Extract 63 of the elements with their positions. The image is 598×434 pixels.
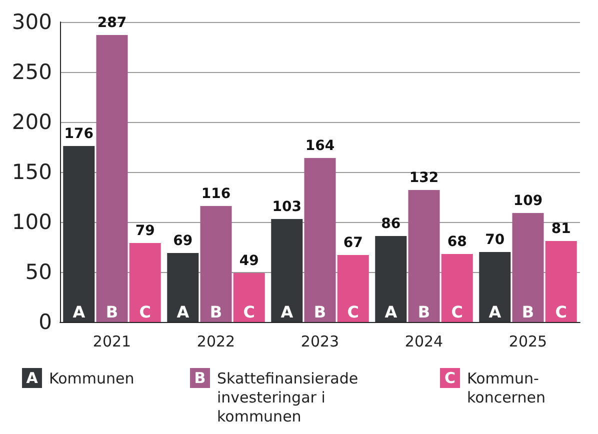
y-tick-label: 200	[12, 110, 52, 134]
bar	[375, 236, 407, 322]
text: C	[451, 302, 463, 322]
y-tick-label: 100	[12, 210, 52, 234]
x-tick-label: 2024	[404, 332, 444, 350]
data-label: 70	[485, 232, 505, 248]
y-tick-label: 150	[12, 160, 52, 184]
text: A	[176, 302, 190, 322]
data-label: 176	[64, 126, 94, 142]
text: B	[314, 302, 326, 322]
bar	[96, 35, 128, 322]
legend-label: Kommunen	[49, 370, 134, 388]
y-tick-label: 0	[38, 310, 52, 334]
bar	[304, 158, 336, 322]
text: C	[444, 369, 456, 387]
bar	[167, 253, 199, 322]
y-tick-label: 250	[12, 60, 52, 84]
x-tick-label: 2023	[300, 332, 340, 350]
text: B	[522, 302, 534, 322]
x-tick-label: 2021	[92, 332, 132, 350]
annotation: B	[106, 302, 118, 322]
data-label: 68	[447, 234, 467, 250]
data-label: 81	[551, 221, 571, 237]
data-label: 67	[343, 235, 363, 251]
legend-label: Kommun-koncernen	[467, 370, 546, 406]
text: C	[347, 302, 359, 322]
bar	[441, 254, 473, 322]
y-tick-label: 50	[25, 260, 52, 284]
text: B	[194, 369, 206, 387]
data-label: 69	[173, 233, 193, 249]
data-label: 109	[513, 193, 543, 209]
data-label: 164	[305, 138, 335, 154]
bar	[200, 206, 232, 322]
bar	[408, 190, 440, 322]
bar	[545, 241, 577, 322]
text: A	[26, 369, 38, 387]
data-label: 132	[409, 170, 439, 186]
data-label: 116	[201, 186, 231, 202]
bar	[271, 219, 303, 322]
bar	[479, 252, 511, 322]
bar	[512, 213, 544, 322]
annotation: C	[139, 302, 151, 322]
bar	[233, 273, 265, 322]
data-label: 103	[272, 199, 302, 215]
bar	[337, 255, 369, 322]
annotation: A	[72, 302, 86, 322]
x-tick-label: 2022	[196, 332, 236, 350]
text: C	[555, 302, 567, 322]
text: B	[418, 302, 430, 322]
legend-label: Skattefinansierade investeringar i kommunen	[217, 370, 363, 426]
bar	[63, 146, 95, 322]
text: A	[384, 302, 398, 322]
text: B	[210, 302, 222, 322]
x-tick-label: 2025	[508, 332, 548, 350]
text: A	[488, 302, 502, 322]
data-label: 287	[97, 15, 127, 31]
bar	[129, 243, 161, 322]
data-label: 79	[135, 223, 155, 239]
text: A	[280, 302, 294, 322]
y-tick-label: 300	[12, 10, 52, 34]
data-label: 49	[239, 253, 259, 269]
data-label: 86	[381, 216, 401, 232]
text: C	[243, 302, 255, 322]
